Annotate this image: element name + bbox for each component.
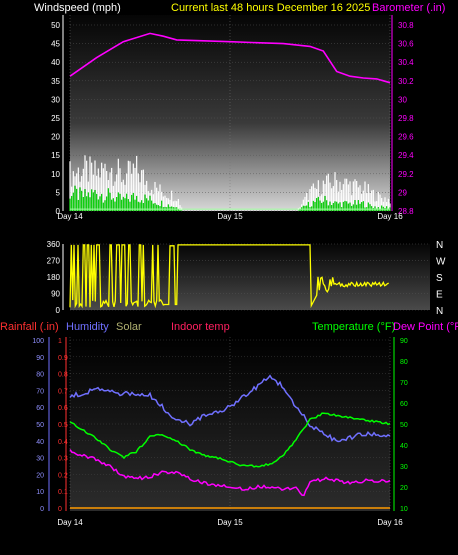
wind-marks: [69, 32, 391, 211]
direction-tick-label: 90: [51, 290, 60, 299]
barometer-tick-label: 30.6: [398, 40, 414, 49]
temperature-tick-label: 20: [400, 485, 408, 492]
humidity-tick-label: 10: [36, 489, 44, 496]
wind-tick-label: 40: [51, 58, 60, 67]
temperature-tick-label: 80: [400, 359, 408, 366]
wind-tick-label: 25: [51, 114, 60, 123]
barometer-tick-label: 29.8: [398, 114, 414, 123]
wind-tick-label: 10: [51, 170, 60, 179]
rainfall-tick-label: 0.4: [58, 439, 68, 446]
humidity-tick-label: 60: [36, 405, 44, 412]
wind-axes: 0 5 10 15 20 25 30 35 40 45 50 28.8 29 29.2 29.4 29.6 29…: [51, 15, 414, 221]
wind-tick-label: 0: [56, 207, 61, 216]
wind-panel: 0 5 10 15 20 25 30 35 40 45 50 28.8 29 29.2 29.4 29.6 29…: [51, 15, 414, 221]
humidity-tick-label: 20: [36, 472, 44, 479]
humidity-tick-label: 70: [36, 388, 44, 395]
barometer-tick-label: 29.2: [398, 170, 414, 179]
barometer-tick-label: 29.4: [398, 151, 414, 160]
temperature-tick-label: 60: [400, 401, 408, 408]
temperature-x-tick-label: Day 14: [57, 518, 83, 527]
temperature-line: [69, 412, 391, 468]
temperature-x-tick-label: Day 15: [217, 518, 243, 527]
barometer-tick-label: 30.8: [398, 21, 414, 30]
wind-tick-label: 50: [51, 21, 60, 30]
temperature-grid: [69, 337, 391, 511]
rainfall-tick-label: 0.7: [58, 388, 68, 395]
wind-axis-label: Windspeed (mph): [34, 2, 121, 14]
rainfall-tick-label: 0.1: [58, 489, 68, 496]
chart-title: Current last 48 hours December 16 2025: [171, 2, 370, 14]
temperature-tick-label: 40: [400, 443, 408, 450]
rainfall-tick-label: 0.9: [58, 355, 68, 362]
rainfall-tick-label: 1: [58, 338, 62, 345]
wind-grid: [69, 15, 391, 212]
rainfall-tick-label: 0.2: [58, 472, 68, 479]
compass-label: N: [436, 306, 443, 317]
barometer-tick-label: 29.6: [398, 133, 414, 142]
temperature-tick-label: 50: [400, 422, 408, 429]
barometer-tick-label: 30.2: [398, 77, 414, 86]
temperature-x-tick-label: Day 16: [377, 518, 403, 527]
compass-label: E: [436, 290, 443, 301]
dewpoint-label: Dew Point (°F: [393, 321, 458, 333]
indoor-temp-label: Indoor temp: [171, 321, 230, 333]
humidity-line: [69, 374, 391, 443]
compass-label: S: [436, 273, 443, 284]
temperature-tick-label: 70: [400, 380, 408, 387]
wind-plot-area: [70, 15, 390, 211]
direction-tick-label: 0: [56, 306, 61, 315]
humidity-label: Humidity: [66, 321, 109, 333]
rainfall-tick-label: 0.5: [58, 422, 68, 429]
temperature-tick-label: 30: [400, 464, 408, 471]
direction-tick-label: 270: [47, 257, 61, 266]
wind-tick-label: 45: [51, 40, 60, 49]
humidity-tick-label: 90: [36, 355, 44, 362]
barometer-tick-label: 28.8: [398, 207, 414, 216]
wind-tick-label: 15: [51, 151, 60, 160]
barometer-tick-label: 30.4: [398, 58, 414, 67]
barometer-tick-label: 30: [398, 95, 407, 104]
direction-tick-label: 180: [47, 273, 61, 282]
rainfall-label: Rainfall (.in): [0, 321, 59, 333]
humidity-tick-label: 0: [40, 506, 44, 513]
temperature-marks: [69, 374, 391, 509]
wind-x-tick-label: Day 16: [377, 212, 403, 221]
wind-tick-label: 20: [51, 133, 60, 142]
rainfall-tick-label: 0.8: [58, 372, 68, 379]
barometer-tick-label: 29: [398, 188, 407, 197]
compass-label: W: [436, 257, 446, 268]
wind-direction-line: [69, 244, 389, 309]
barometer-line: [69, 32, 391, 84]
temperature-tick-label: 90: [400, 338, 408, 345]
temperature-panel: 0 10 20 30 40 50 60 70 80 90 100 0 0.1 0.2 0.3 0.4 0.5 0.…: [32, 337, 408, 527]
direction-marks: [69, 244, 389, 309]
wind-x-tick-label: Day 14: [57, 212, 83, 221]
barometer-axis-label: Barometer (.in): [372, 2, 445, 14]
rainfall-tick-label: 0: [58, 506, 62, 513]
humidity-tick-label: 40: [36, 439, 44, 446]
humidity-tick-label: 30: [36, 456, 44, 463]
wind-tick-label: 35: [51, 77, 60, 86]
humidity-tick-label: 80: [36, 372, 44, 379]
compass-label: N: [436, 240, 443, 251]
temperature-axes: 0 10 20 30 40 50 60 70 80 90 100 0 0.1 0.2 0.3 0.4 0.5 0.…: [32, 337, 408, 527]
humidity-tick-label: 100: [32, 338, 44, 345]
direction-tick-label: 360: [47, 240, 61, 249]
wind-tick-label: 5: [56, 188, 61, 197]
wind-tick-label: 30: [51, 95, 60, 104]
temperature-label: Temperature (°F): [312, 321, 395, 333]
rainfall-tick-label: 0.3: [58, 456, 68, 463]
rainfall-tick-label: 0.6: [58, 405, 68, 412]
dewpoint-line: [69, 449, 391, 497]
humidity-tick-label: 50: [36, 422, 44, 429]
temperature-tick-label: 10: [400, 506, 408, 513]
wind-x-tick-label: Day 15: [217, 212, 243, 221]
solar-label: Solar: [116, 321, 142, 333]
